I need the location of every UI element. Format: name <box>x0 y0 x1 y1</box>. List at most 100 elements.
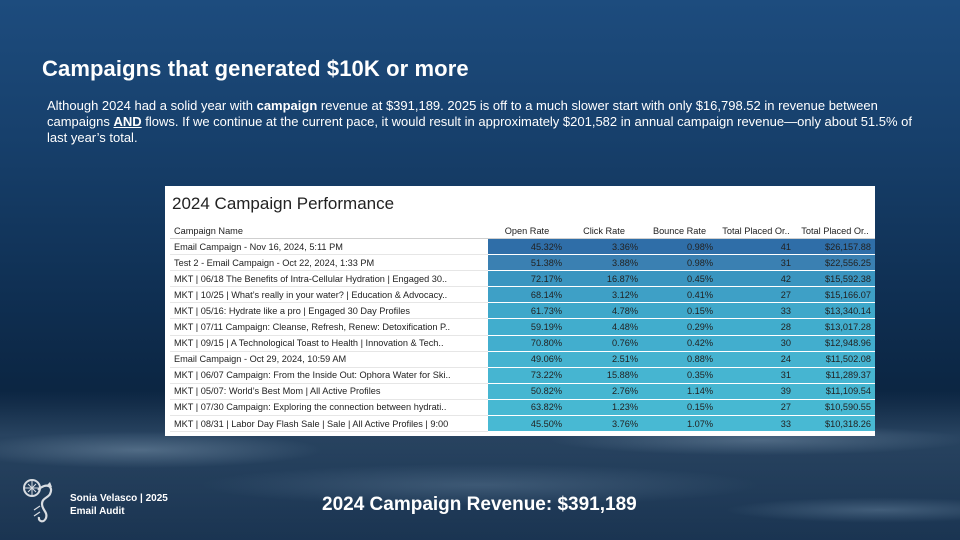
table-row: Email Campaign - Oct 29, 2024, 10:59 AM … <box>170 351 875 368</box>
placed-order-value-cell: $10,590.55 <box>795 399 875 417</box>
bounce-rate-cell: 0.29% <box>642 318 717 336</box>
placed-orders-cell: 24 <box>717 351 795 368</box>
open-rate-cell: 49.06% <box>488 351 566 368</box>
open-rate-cell: 50.82% <box>488 383 566 400</box>
campaign-performance-table: Campaign Name Open Rate Click Rate Bounc… <box>170 224 875 433</box>
placed-orders-cell: 33 <box>717 302 795 320</box>
intro-part1: Although 2024 had a solid year with <box>47 98 257 113</box>
placed-orders-cell: 42 <box>717 270 795 288</box>
campaign-name-cell: MKT | 07/11 Campaign: Cleanse, Refresh, … <box>170 318 488 336</box>
bounce-rate-cell: 0.42% <box>642 335 717 352</box>
column-header-total-placed-orders[interactable]: Total Placed Or.. <box>717 224 795 239</box>
intro-part3: flows. If we continue at the current pac… <box>47 114 913 146</box>
campaign-name-cell: MKT | 06/07 Campaign: From the Inside Ou… <box>170 367 488 384</box>
table-row: MKT | 10/25 | What’s really in your wate… <box>170 286 875 304</box>
placed-orders-cell: 27 <box>717 399 795 417</box>
intro-and-word: AND <box>113 114 142 130</box>
open-rate-cell: 45.50% <box>488 415 566 433</box>
column-header-total-placed-order-value[interactable]: Total Placed Or.. <box>795 224 875 239</box>
open-rate-cell: 73.22% <box>488 367 566 384</box>
placed-order-value-cell: $13,340.14 <box>795 302 875 320</box>
click-rate-cell: 3.12% <box>566 286 642 304</box>
bounce-rate-cell: 0.41% <box>642 286 717 304</box>
placed-order-value-cell: $15,592.38 <box>795 270 875 288</box>
campaign-name-cell: MKT | 09/15 | A Technological Toast to H… <box>170 335 488 352</box>
brand-line-1: Sonia Velasco | 2025 <box>70 493 168 504</box>
table-header-row: Campaign Name Open Rate Click Rate Bounc… <box>170 224 875 239</box>
column-header-bounce-rate[interactable]: Bounce Rate <box>642 224 717 239</box>
column-header-open-rate[interactable]: Open Rate <box>488 224 566 239</box>
campaign-name-cell: MKT | 05/07: World’s Best Mom | All Acti… <box>170 383 488 400</box>
placed-order-value-cell: $11,502.08 <box>795 351 875 368</box>
placed-orders-cell: 31 <box>717 367 795 384</box>
placed-orders-cell: 33 <box>717 415 795 433</box>
table-row: MKT | 07/11 Campaign: Cleanse, Refresh, … <box>170 318 875 336</box>
table-row: MKT | 06/07 Campaign: From the Inside Ou… <box>170 367 875 384</box>
intro-campaign-word: campaign <box>256 98 318 113</box>
click-rate-cell: 3.36% <box>566 238 642 256</box>
bounce-rate-cell: 0.35% <box>642 367 717 384</box>
click-rate-cell: 4.78% <box>566 302 642 320</box>
campaign-name-cell: MKT | 06/18 The Benefits of Intra-Cellul… <box>170 270 488 288</box>
placed-orders-cell: 27 <box>717 286 795 304</box>
footer-brand: Sonia Velasco | 2025 Email Audit <box>20 476 168 533</box>
table-row: MKT | 08/31 | Labor Day Flash Sale | Sal… <box>170 415 875 433</box>
intro-paragraph: Although 2024 had a solid year with camp… <box>47 98 927 147</box>
bounce-rate-cell: 1.07% <box>642 415 717 433</box>
open-rate-cell: 70.80% <box>488 335 566 352</box>
campaign-name-cell: MKT | 05/16: Hydrate like a pro | Engage… <box>170 302 488 320</box>
open-rate-cell: 59.19% <box>488 318 566 336</box>
column-header-campaign-name[interactable]: Campaign Name <box>170 224 488 239</box>
click-rate-cell: 0.76% <box>566 335 642 352</box>
campaign-performance-table-card: 2024 Campaign Performance Campaign Name … <box>165 186 875 436</box>
campaign-name-cell: MKT | 08/31 | Labor Day Flash Sale | Sal… <box>170 415 488 433</box>
placed-order-value-cell: $12,948.96 <box>795 335 875 352</box>
campaign-name-cell: MKT | 10/25 | What’s really in your wate… <box>170 286 488 304</box>
click-rate-cell: 2.76% <box>566 383 642 400</box>
bounce-rate-cell: 0.98% <box>642 254 717 272</box>
bounce-rate-cell: 0.45% <box>642 270 717 288</box>
placed-order-value-cell: $11,109.54 <box>795 383 875 400</box>
bounce-rate-cell: 0.15% <box>642 399 717 417</box>
click-rate-cell: 2.51% <box>566 351 642 368</box>
placed-order-value-cell: $15,166.07 <box>795 286 875 304</box>
click-rate-cell: 4.48% <box>566 318 642 336</box>
placed-orders-cell: 31 <box>717 254 795 272</box>
table-title: 2024 Campaign Performance <box>172 194 395 213</box>
table-row: MKT | 05/07: World’s Best Mom | All Acti… <box>170 383 875 400</box>
table-row: Email Campaign - Nov 16, 2024, 5:11 PM 4… <box>170 238 875 256</box>
placed-order-value-cell: $10,318.26 <box>795 415 875 433</box>
campaign-name-cell: Test 2 - Email Campaign - Oct 22, 2024, … <box>170 254 488 272</box>
placed-order-value-cell: $11,289.37 <box>795 367 875 384</box>
brand-line-2: Email Audit <box>70 506 125 517</box>
campaign-name-cell: Email Campaign - Oct 29, 2024, 10:59 AM <box>170 351 488 368</box>
open-rate-cell: 68.14% <box>488 286 566 304</box>
brand-text: Sonia Velasco | 2025 Email Audit <box>70 492 168 518</box>
click-rate-cell: 1.23% <box>566 399 642 417</box>
click-rate-cell: 3.88% <box>566 254 642 272</box>
bounce-rate-cell: 1.14% <box>642 383 717 400</box>
campaign-revenue-total: 2024 Campaign Revenue: $391,189 <box>322 494 637 515</box>
bounce-rate-cell: 0.98% <box>642 238 717 256</box>
placed-orders-cell: 39 <box>717 383 795 400</box>
table-row: MKT | 06/18 The Benefits of Intra-Cellul… <box>170 270 875 288</box>
table-row: Test 2 - Email Campaign - Oct 22, 2024, … <box>170 254 875 272</box>
click-rate-cell: 3.76% <box>566 415 642 433</box>
open-rate-cell: 72.17% <box>488 270 566 288</box>
placed-order-value-cell: $26,157.88 <box>795 238 875 256</box>
open-rate-cell: 51.38% <box>488 254 566 272</box>
open-rate-cell: 63.82% <box>488 399 566 417</box>
seahorse-logo-icon <box>23 479 53 523</box>
campaign-name-cell: MKT | 07/30 Campaign: Exploring the conn… <box>170 399 488 417</box>
click-rate-cell: 15.88% <box>566 367 642 384</box>
intro-part2: revenue at $391,189. 2025 is off to a mu… <box>47 98 878 130</box>
campaign-name-cell: Email Campaign - Nov 16, 2024, 5:11 PM <box>170 238 488 256</box>
open-rate-cell: 61.73% <box>488 302 566 320</box>
bounce-rate-cell: 0.88% <box>642 351 717 368</box>
placed-orders-cell: 30 <box>717 335 795 352</box>
placed-order-value-cell: $22,556.25 <box>795 254 875 272</box>
column-header-click-rate[interactable]: Click Rate <box>566 224 642 239</box>
table-row: MKT | 05/16: Hydrate like a pro | Engage… <box>170 302 875 320</box>
placed-orders-cell: 28 <box>717 318 795 336</box>
table-row: MKT | 09/15 | A Technological Toast to H… <box>170 335 875 352</box>
